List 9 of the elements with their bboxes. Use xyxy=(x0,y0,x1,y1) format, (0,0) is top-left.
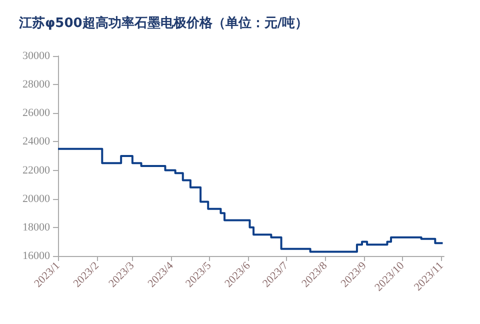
y-tick-label: 28000 xyxy=(22,78,50,91)
y-tick-label: 18000 xyxy=(22,221,50,234)
y-tick-label: 26000 xyxy=(22,107,50,120)
chart-title: 江苏φ500超高功率石墨电极价格（单位：元/吨） xyxy=(18,15,308,31)
y-tick-label: 22000 xyxy=(22,164,50,176)
y-tick-label: 16000 xyxy=(22,250,50,262)
y-tick-label: 20000 xyxy=(22,192,50,205)
y-tick-label: 24000 xyxy=(22,136,50,148)
y-tick-label: 30000 xyxy=(22,50,50,62)
